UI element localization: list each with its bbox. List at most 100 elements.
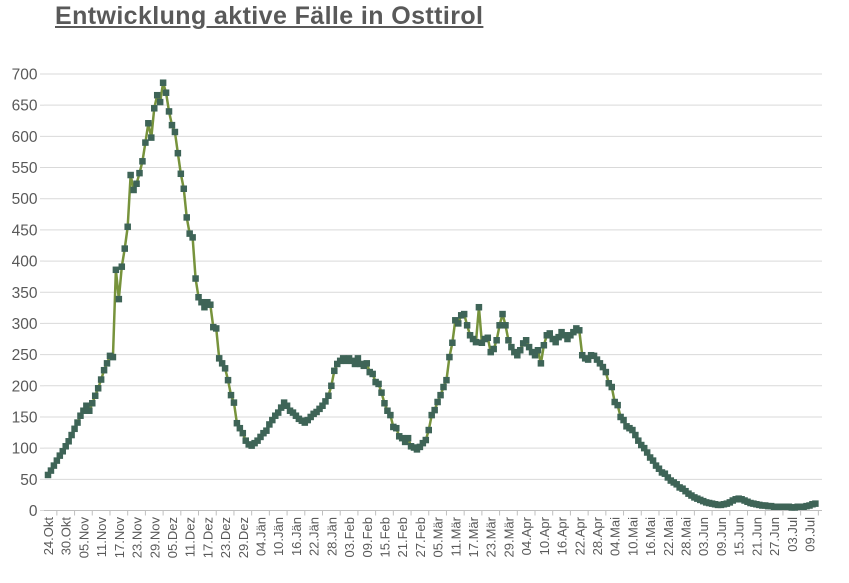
data-point-marker (517, 346, 524, 354)
data-point-marker (133, 180, 140, 187)
x-tick-label: 04.Mai (608, 517, 623, 556)
x-tick-label: 17.Dez (200, 517, 215, 558)
data-point-marker (564, 335, 571, 343)
data-point-marker (80, 407, 87, 414)
data-point-marker (354, 355, 362, 362)
data-point-marker (151, 105, 158, 112)
y-tick-label: 700 (12, 67, 38, 84)
y-tick-label: 350 (12, 285, 38, 302)
data-point-marker (428, 411, 435, 419)
data-point-marker (189, 234, 196, 241)
data-point-marker (505, 337, 512, 344)
data-point-marker (274, 409, 282, 416)
data-point-marker (139, 158, 146, 165)
data-point-marker (121, 245, 128, 252)
x-tick-label: 10.Apr (537, 516, 552, 555)
data-point-marker (661, 470, 669, 477)
data-point-marker (401, 438, 409, 446)
data-point-marker (124, 223, 131, 231)
data-point-marker (602, 368, 610, 376)
y-tick-label: 450 (12, 222, 38, 239)
y-tick-label: 0 (29, 503, 38, 520)
x-tick-label: 03.Jul (785, 517, 800, 552)
x-tick-label: 04.Apr (519, 516, 534, 555)
data-point-marker (230, 399, 238, 406)
data-point-marker (62, 443, 69, 450)
data-point-marker (608, 383, 615, 391)
data-point-marker (570, 328, 577, 336)
x-tick-label: 04.Jän (254, 517, 269, 556)
x-tick-label: 23.Dez (218, 517, 233, 558)
data-point-marker (635, 437, 642, 444)
data-point-marker (127, 171, 134, 179)
x-tick-label: 29.Mär (501, 516, 516, 557)
data-point-marker (576, 327, 583, 334)
data-point-marker (269, 416, 276, 424)
data-point-marker (546, 330, 554, 337)
x-tick-label: 05.Nov (76, 517, 91, 559)
data-point-marker (384, 407, 391, 414)
data-point-marker (387, 411, 394, 419)
chart-title: Entwicklung aktive Fälle in Osttirol (55, 2, 484, 30)
data-point-marker (148, 134, 155, 141)
data-point-marker (236, 424, 244, 432)
data-point-marker (643, 449, 651, 456)
x-tick-label: 11.Dez (183, 517, 198, 557)
data-point-marker (605, 380, 613, 387)
data-point-marker (53, 457, 61, 464)
y-tick-label: 200 (12, 378, 38, 395)
data-point-marker (381, 400, 388, 407)
x-tick-label: 22.Apr (572, 516, 587, 555)
data-point-marker (221, 365, 229, 372)
data-point-marker (593, 356, 601, 363)
data-point-marker (525, 343, 533, 351)
data-point-marker (596, 360, 604, 367)
data-point-marker (142, 139, 149, 146)
data-point-marker (812, 500, 819, 507)
x-tick-label: 03.Jun (696, 517, 711, 556)
data-point-marker (212, 325, 220, 332)
x-tick-label: 05.Mär (431, 516, 446, 557)
data-point-marker (83, 402, 90, 409)
data-point-marker (239, 429, 247, 437)
data-point-marker (404, 434, 412, 442)
y-gridlines (40, 73, 822, 511)
x-tick-label: 11.Mär (448, 516, 463, 556)
x-tick-label: 22.Mai (661, 517, 676, 556)
data-point-marker (537, 360, 545, 367)
x-tick-label: 15.Jun (732, 517, 747, 556)
x-tick-label: 22.Jän (307, 517, 322, 556)
data-point-marker (109, 353, 117, 361)
data-point-marker (522, 337, 530, 344)
data-point-marker (425, 426, 432, 434)
data-point-marker (393, 424, 400, 432)
data-point-marker (484, 334, 492, 342)
data-point-marker (416, 443, 424, 451)
data-point-marker (159, 79, 167, 86)
data-point-marker (44, 471, 52, 479)
data-point-marker (614, 401, 621, 409)
data-point-marker (552, 338, 559, 346)
x-tick-label: 16.Apr (555, 516, 570, 555)
data-point-marker (378, 389, 385, 396)
y-tick-label: 400 (12, 254, 38, 271)
data-point-marker (201, 303, 208, 311)
data-point-marker (91, 392, 99, 400)
data-point-marker (56, 452, 64, 459)
x-tick-label: 16.Mai (643, 517, 658, 556)
data-point-marker (224, 376, 232, 384)
x-tick-label: 27.Feb (413, 517, 428, 557)
x-tick-label: 11.Nov (94, 517, 109, 558)
data-point-marker (437, 391, 444, 399)
data-point-marker (328, 382, 335, 390)
x-tick-label: 30.Okt (59, 517, 74, 556)
data-point-marker (145, 120, 152, 127)
y-tick-label: 150 (12, 409, 38, 426)
x-tick-label: 15.Feb (377, 517, 392, 557)
data-point-marker (118, 263, 126, 270)
data-point-marker (97, 376, 105, 383)
data-point-marker (655, 465, 663, 472)
data-point-marker (475, 303, 483, 311)
